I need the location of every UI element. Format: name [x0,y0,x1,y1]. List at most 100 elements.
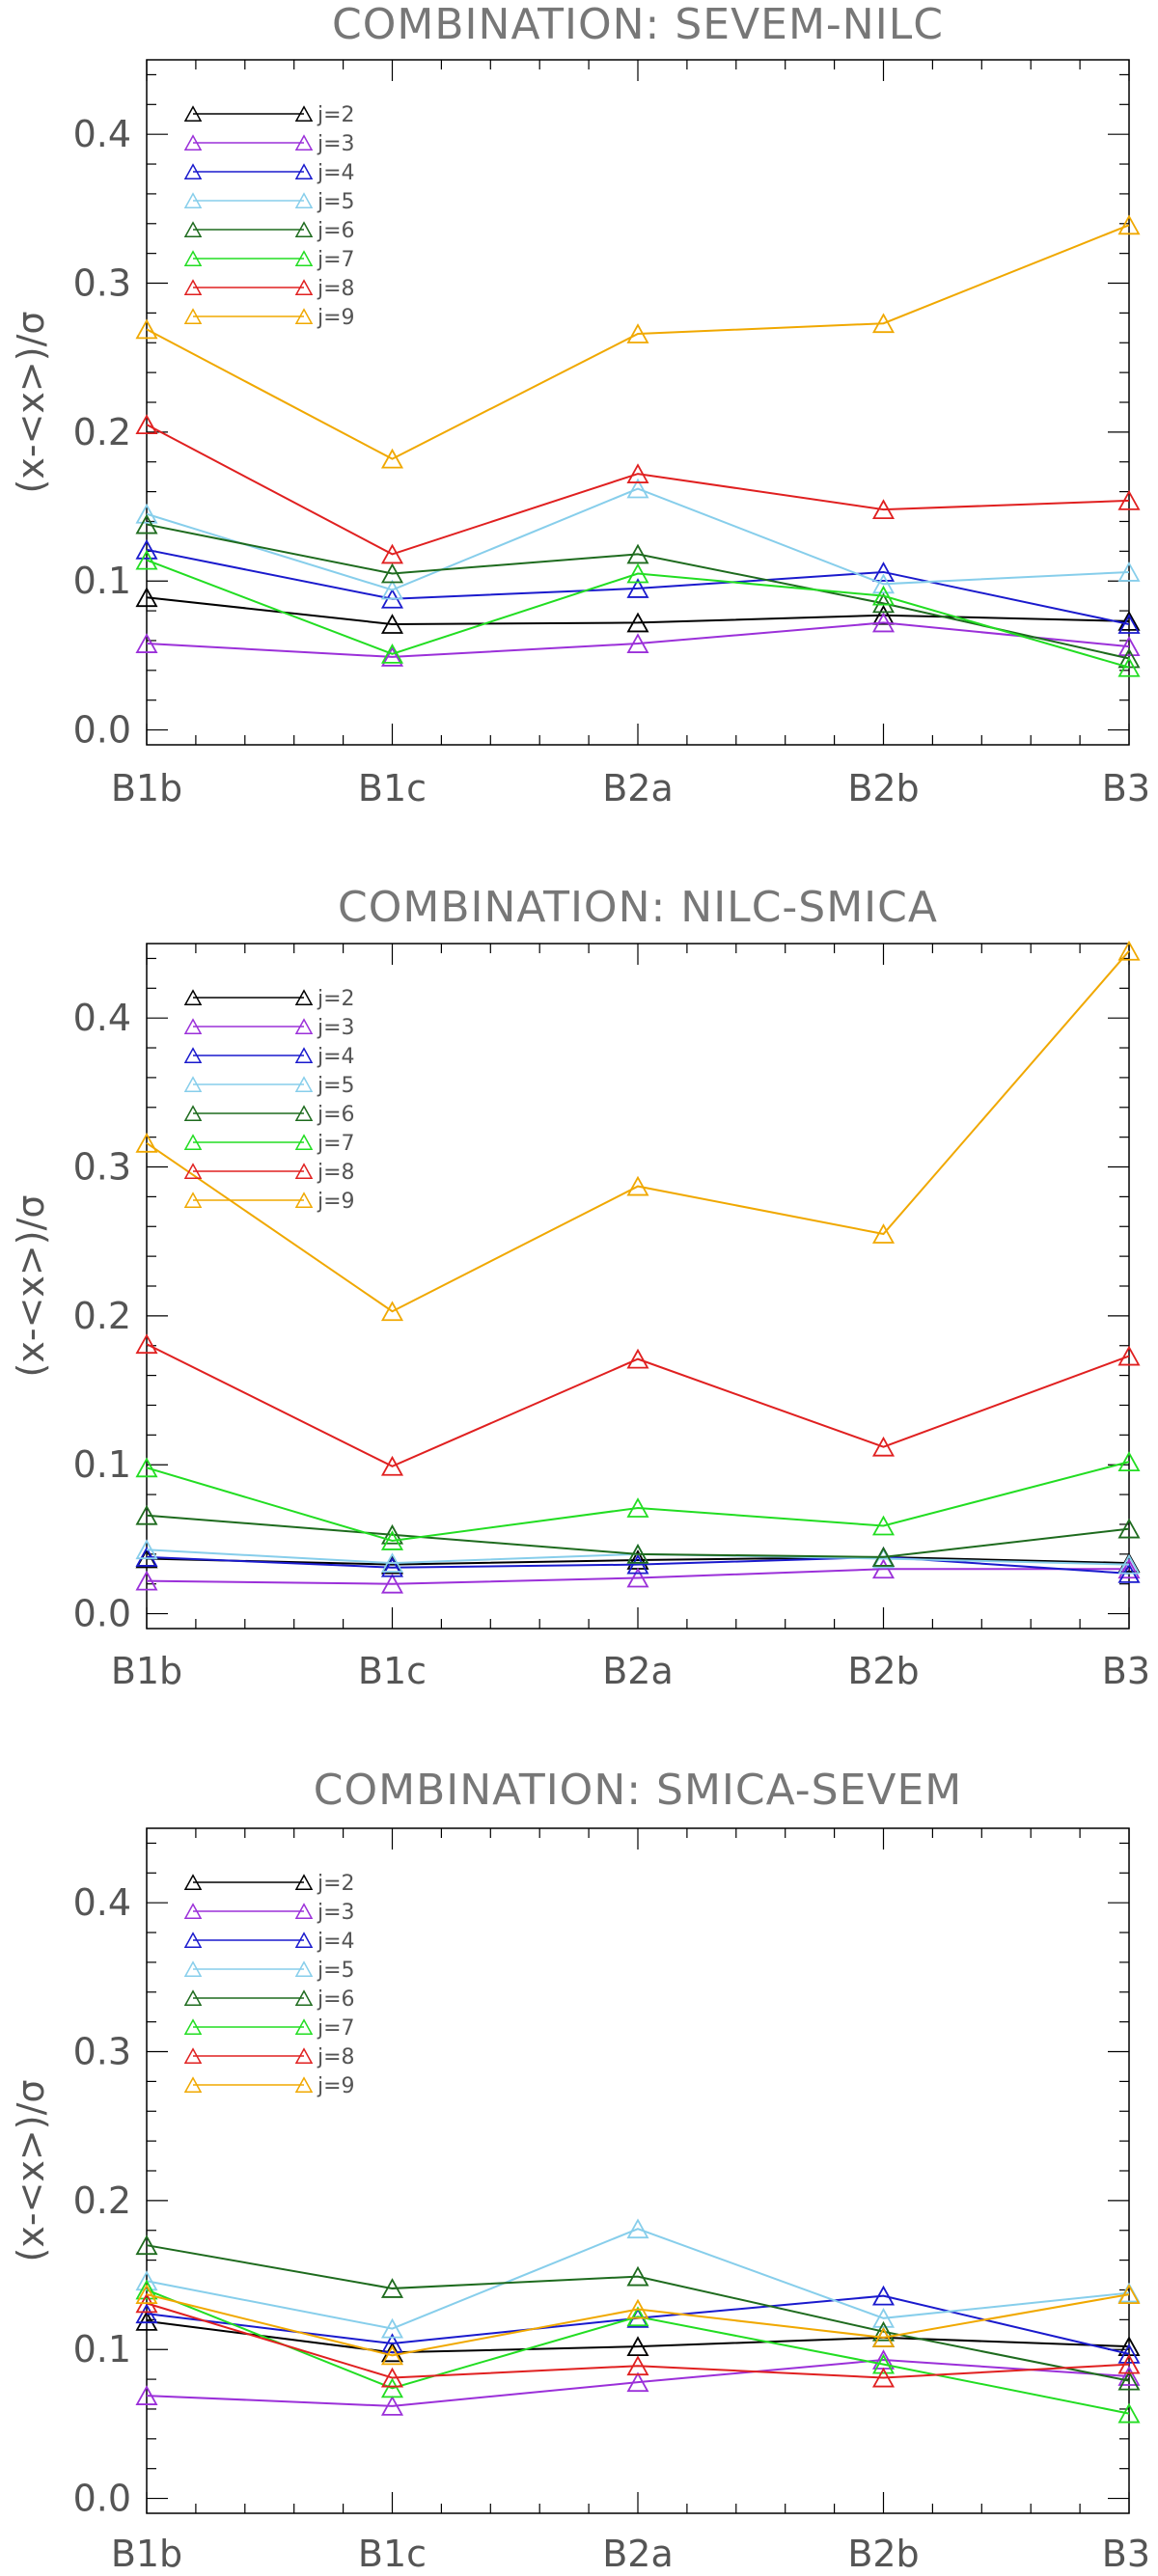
series-line-j=8 [146,424,1130,556]
series-line-j=9 [146,224,1130,460]
legend-label: j=3 [317,132,355,156]
series-line-j=4 [146,1555,1130,1575]
data-point-marker [871,1547,896,1567]
y-tick-label: 0.1 [73,560,131,602]
data-point-marker [1117,562,1141,582]
legend-marker [183,192,203,208]
data-point-marker [626,1175,649,1196]
legend-marker [294,1192,314,1208]
data-point-marker [135,2385,158,2405]
data-point-marker [1117,2402,1141,2424]
chart-title: COMBINATION: SEVEM-NILC [332,0,944,49]
plot-frame [146,943,1130,1630]
data-point-marker [135,1570,158,1591]
x-tick-label: B1b [111,767,182,809]
series-line-j=7 [146,2288,1130,2415]
data-point-marker [1117,2366,1141,2386]
data-point-marker [135,503,158,524]
legend-label: j=4 [317,161,355,185]
x-tick-label: B3 [1102,767,1150,809]
data-point-marker [135,2284,158,2305]
series-line-j=2 [146,1555,1130,1566]
legend-label: j=9 [317,2074,355,2098]
x-tick-label: B2a [602,2533,674,2571]
data-point-marker [380,1301,404,1322]
x-tick-label: B3 [1102,2533,1150,2571]
data-point-marker [1117,490,1141,510]
x-tick-label: B2b [847,767,919,809]
data-point-marker [1117,1518,1141,1539]
data-point-marker [135,513,158,534]
legend-label: j=6 [317,1987,355,2012]
data-point-marker [135,1539,158,1560]
legend-marker [183,2047,203,2064]
data-point-marker [626,323,649,343]
legend-label: j=5 [317,190,355,214]
y-axis-label: (x-<x>)/σ [10,312,52,494]
data-point-marker [135,2279,158,2300]
data-point-marker [1117,614,1141,634]
data-point-marker [380,1552,404,1573]
y-tick-label: 0.1 [73,2328,131,2370]
series-line-j=4 [146,548,1130,625]
x-tick-label: B2b [847,2533,919,2571]
legend-label: j=4 [317,1045,355,1069]
legend-marker [183,221,203,237]
legend-marker [294,1134,314,1150]
legend-label: j=6 [317,219,355,243]
data-point-marker [1117,656,1141,677]
data-point-marker [626,2306,649,2327]
x-tick-label: B3 [1102,1650,1150,1692]
data-point-marker [626,2265,649,2287]
series-line-j=2 [146,596,1130,625]
data-point-marker [135,2311,158,2331]
legend-marker [294,1903,314,1919]
data-point-marker [871,2320,896,2342]
data-point-marker [626,562,649,584]
legend-marker [183,1932,203,1948]
data-point-marker [626,1553,649,1575]
series-line-j=2 [146,2319,1130,2354]
data-point-marker [1117,636,1141,657]
data-point-marker [135,1504,158,1525]
legend-marker [183,1903,203,1919]
data-point-marker [1117,2370,1141,2391]
data-point-marker [1117,611,1141,631]
data-point-marker [871,1515,896,1536]
data-point-marker [380,643,404,664]
legend-marker [183,1076,203,1092]
data-point-marker [1117,214,1141,235]
series-line-j=7 [146,559,1130,669]
data-point-marker [380,543,404,564]
plot-frame [146,59,1130,746]
legend-marker [183,2076,203,2093]
data-point-marker [871,313,896,334]
data-point-marker [135,587,158,608]
data-point-marker [871,612,896,633]
legend-label: j=4 [317,1930,355,1954]
legend-label: j=2 [317,103,355,127]
y-tick-label: 0.3 [73,2031,131,2073]
data-point-marker [626,478,649,499]
data-point-marker [871,2367,896,2388]
data-point-marker [871,592,896,614]
legend-marker [183,1989,203,2006]
legend-marker [183,250,203,266]
legend-marker [294,1163,314,1179]
legend-marker [183,2018,203,2035]
series-line-j=8 [146,1343,1130,1467]
legend-marker [294,1874,314,1890]
series-line-j=6 [146,523,1130,660]
data-point-marker [380,2377,404,2398]
data-point-marker [626,1567,649,1588]
data-point-marker [380,1530,404,1550]
data-point-marker [1117,1558,1141,1579]
chart-title: COMBINATION: NILC-SMICA [338,883,938,932]
series-line-j=9 [146,2293,1130,2357]
y-tick-label: 0.3 [73,1146,131,1189]
y-axis-label: (x-<x>)/σ [10,2080,52,2262]
legend-label: j=3 [317,1016,355,1040]
legend-marker [294,1932,314,1948]
legend-marker [183,308,203,324]
data-point-marker [380,646,404,667]
